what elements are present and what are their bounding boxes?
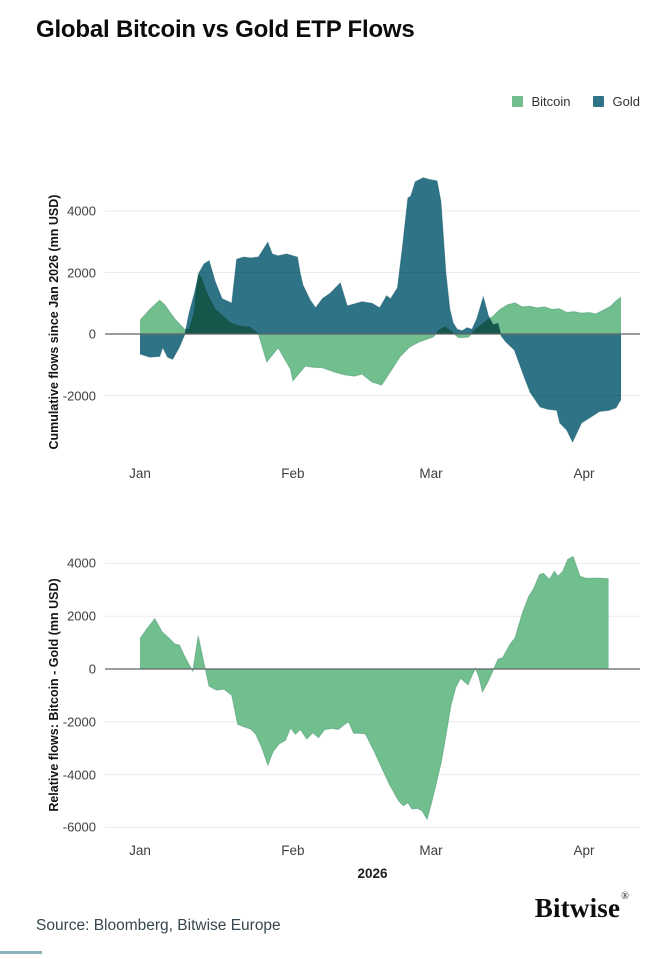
bitcoin-swatch-icon	[511, 96, 523, 107]
y-tick-label: -2000	[62, 714, 96, 730]
bottom-chart	[105, 555, 640, 828]
y-tick-label: 0	[88, 326, 96, 342]
registered-trademark-icon: ®	[621, 891, 629, 902]
x-axis-title-year: 2026	[357, 866, 388, 881]
x-tick-label-mar: Mar	[419, 466, 443, 481]
legend-item-bitcoin: Bitcoin	[511, 94, 571, 109]
area-gold	[140, 177, 621, 442]
y-tick-label: -6000	[62, 819, 96, 835]
legend-label-bitcoin: Bitcoin	[531, 94, 571, 109]
page-title: Global Bitcoin vs Gold ETP Flows	[36, 16, 415, 43]
bitwise-logo-text: Bitwise	[534, 893, 621, 923]
accent-line	[0, 951, 42, 954]
top-chart	[105, 177, 640, 444]
legend-label-gold: Gold	[612, 94, 640, 109]
chart-legend: Bitcoin Gold	[511, 94, 640, 109]
y-tick-label: 0	[88, 661, 96, 677]
area-bitcoin-gold	[140, 556, 609, 820]
y-tick-label: 4000	[67, 203, 96, 219]
x-tick-label-apr: Apr	[573, 466, 595, 481]
area-edge	[139, 555, 609, 821]
area-edge	[139, 177, 622, 444]
gold-swatch-icon	[592, 96, 604, 107]
x-tick-label-jan: Jan	[129, 466, 151, 481]
y-tick-label: 2000	[67, 265, 96, 280]
x-tick-label-jan: Jan	[129, 843, 151, 858]
x-tick-label-apr: Apr	[573, 843, 595, 858]
y-tick-label: 4000	[67, 555, 96, 571]
y-tick-label: 2000	[67, 608, 96, 624]
y-tick-label: -2000	[62, 388, 96, 403]
x-tick-label-feb: Feb	[281, 466, 305, 481]
bitwise-logo: Bitwise®	[535, 891, 629, 924]
x-tick-label-mar: Mar	[419, 843, 443, 858]
y-tick-label: -4000	[62, 767, 96, 783]
legend-item-gold: Gold	[592, 94, 640, 109]
source-attribution: Source: Bloomberg, Bitwise Europe	[36, 917, 281, 934]
x-tick-label-feb: Feb	[281, 843, 305, 858]
